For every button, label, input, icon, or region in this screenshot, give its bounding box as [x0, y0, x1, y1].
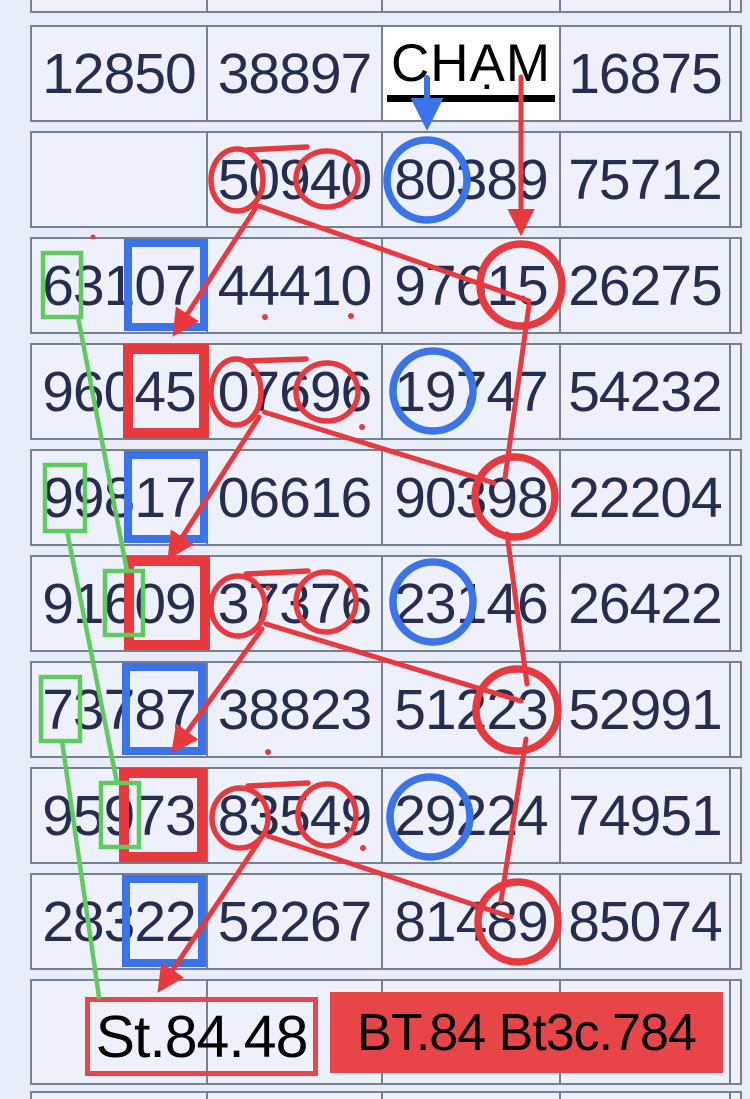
edge-cell	[729, 0, 742, 13]
cell-r10c1	[30, 979, 208, 1085]
table-row-6: 91609 37376 23146 26422	[30, 555, 742, 652]
cell-r4c4: 54232	[559, 343, 731, 440]
cell-r1c1: 12850	[30, 25, 208, 122]
cell-r7c3: 51223	[381, 661, 561, 758]
cell-r9c3: 81489	[381, 873, 561, 970]
table-row-9: 28322 52267 81489 85074	[30, 873, 742, 970]
cell-r1c3: CHẠM	[381, 25, 561, 122]
cell-r6c1: 91609	[30, 555, 208, 652]
cell-r8c1: 95973	[30, 767, 208, 864]
cell-r3c2: 44410	[206, 237, 383, 334]
cell-r6c3: 23146	[381, 555, 561, 652]
cell-r2c1	[30, 131, 208, 228]
cell-r5c1: 99817	[30, 449, 208, 546]
table-row-8: 95973 83549 29224 74951	[30, 767, 742, 864]
cell-r6c2: 37376	[206, 555, 383, 652]
edge-cell	[729, 131, 742, 228]
edge-cell	[729, 979, 742, 1085]
cell-r7c2: 38823	[206, 661, 383, 758]
cham-label: CHẠM	[386, 33, 556, 102]
cell-r2c4: 75712	[559, 131, 731, 228]
table-row-1: 12850 38897 CHẠM 16875	[30, 25, 742, 122]
cell-r5c4: 22204	[559, 449, 731, 546]
cell-r9c1: 28322	[30, 873, 208, 970]
cell-r9c2: 52267	[206, 873, 383, 970]
cell-r3c1: 63107	[30, 237, 208, 334]
cell-r8c3: 29224	[381, 767, 561, 864]
edge-cell	[729, 661, 742, 758]
edge-cell	[729, 767, 742, 864]
table-band-top	[30, 0, 742, 13]
table-row-5: 99817 06616 90398 22204	[30, 449, 742, 546]
cell-r3c4: 26275	[559, 237, 731, 334]
edge-cell	[729, 237, 742, 334]
band-cell	[381, 0, 561, 13]
cell-r3c3: 97615	[381, 237, 561, 334]
band-cell	[30, 1091, 208, 1099]
cell-r7c4: 52991	[559, 661, 731, 758]
band-cell	[30, 0, 208, 13]
table-row-7: 73787 38823 51223 52991	[30, 661, 742, 758]
cell-r4c2: 07696	[206, 343, 383, 440]
edge-cell	[729, 1091, 742, 1099]
cell-r9c4: 85074	[559, 873, 731, 970]
edge-cell	[729, 873, 742, 970]
table-row-3: 63107 44410 97615 26275	[30, 237, 742, 334]
band-cell	[206, 0, 383, 13]
cell-r5c2: 06616	[206, 449, 383, 546]
edge-cell	[729, 449, 742, 546]
cell-r6c4: 26422	[559, 555, 731, 652]
band-cell	[559, 1091, 731, 1099]
st-result-box: St.84.48	[85, 997, 318, 1076]
table-row-2: 50940 80389 75712	[30, 131, 742, 228]
cell-r1c2: 38897	[206, 25, 383, 122]
cell-r8c4: 74951	[559, 767, 731, 864]
edge-cell	[729, 25, 742, 122]
table-band-bottom	[30, 1091, 742, 1099]
table-row-4: 96045 07696 19747 54232	[30, 343, 742, 440]
edge-cell	[729, 555, 742, 652]
bt-result-box: BT.84 Bt3c.784	[330, 992, 723, 1073]
band-cell	[559, 0, 731, 13]
band-cell	[381, 1091, 561, 1099]
band-cell	[206, 1091, 383, 1099]
cell-r2c2: 50940	[206, 131, 383, 228]
cell-r4c1: 96045	[30, 343, 208, 440]
cell-r2c3: 80389	[381, 131, 561, 228]
cell-r8c2: 83549	[206, 767, 383, 864]
cell-r5c3: 90398	[381, 449, 561, 546]
cell-r7c1: 73787	[30, 661, 208, 758]
cell-r4c3: 19747	[381, 343, 561, 440]
edge-cell	[729, 343, 742, 440]
cell-r1c4: 16875	[559, 25, 731, 122]
